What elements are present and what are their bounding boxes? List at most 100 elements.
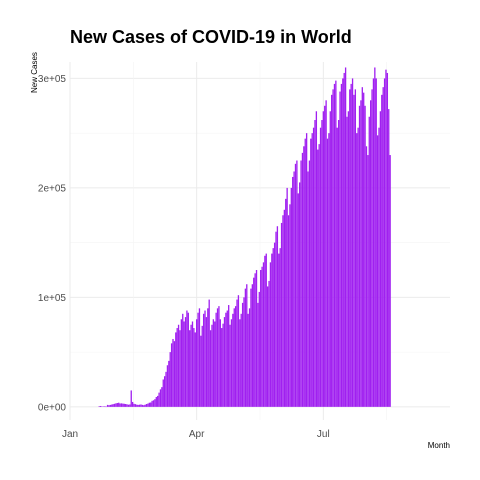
bar: [204, 310, 206, 407]
bar: [315, 111, 318, 407]
bar: [133, 403, 135, 407]
bar: [364, 105, 366, 407]
bar: [250, 288, 252, 407]
bar: [311, 133, 313, 407]
bar: [131, 401, 134, 407]
bar: [271, 253, 273, 407]
bar: [134, 404, 137, 407]
bar: [262, 262, 265, 407]
bar: [141, 404, 144, 407]
bar: [166, 365, 169, 407]
y-axis-ticks: 0e+00 1e+05 2e+05 3e+05: [38, 74, 67, 413]
bar: [221, 328, 223, 407]
bar: [360, 100, 362, 407]
bar: [194, 332, 196, 407]
bar: [280, 222, 283, 407]
bar: [300, 160, 302, 407]
bar: [241, 302, 244, 407]
bar: [229, 324, 231, 407]
bar: [310, 138, 312, 407]
bar: [165, 371, 167, 407]
bar: [304, 138, 306, 407]
bar: [122, 403, 124, 407]
bar: [207, 308, 209, 407]
bar: [215, 312, 217, 407]
bar: [126, 404, 128, 407]
bar: [282, 215, 284, 407]
bar: [191, 321, 194, 407]
bar: [248, 308, 251, 407]
bar: [307, 171, 309, 407]
bar: [144, 404, 146, 407]
bar: [389, 155, 391, 407]
bar: [201, 325, 203, 407]
bar: [370, 100, 372, 407]
bar: [346, 116, 348, 407]
bar: [172, 338, 174, 407]
bar: [326, 138, 329, 407]
bar: [372, 78, 375, 407]
bar: [140, 404, 142, 407]
bar: [108, 405, 110, 407]
bar: [261, 266, 263, 407]
bar: [308, 160, 311, 407]
bar: [223, 317, 226, 407]
bar: [358, 105, 361, 407]
bar: [226, 310, 228, 407]
bar: [120, 403, 123, 407]
bar: [368, 116, 370, 407]
bar: [247, 313, 249, 407]
bar: [285, 198, 287, 407]
bar: [347, 111, 350, 407]
bar: [119, 403, 121, 407]
bar: [232, 313, 234, 407]
bar: [228, 305, 230, 407]
bar: [331, 94, 333, 407]
bar: [251, 284, 253, 407]
bar: [383, 78, 386, 407]
bar: [158, 392, 160, 407]
bar: [216, 308, 219, 407]
bar: [161, 387, 163, 407]
bar: [317, 149, 319, 407]
bar: [230, 319, 233, 407]
bar: [170, 343, 173, 407]
bar: [255, 270, 258, 407]
bar: [336, 127, 338, 407]
bar: [196, 319, 198, 407]
bar: [279, 248, 281, 407]
bar: [269, 262, 272, 407]
bar: [351, 78, 354, 407]
bar: [225, 312, 227, 407]
bar: [175, 332, 177, 407]
x-axis-ticks: Jan Apr Jul: [62, 429, 330, 440]
bar: [182, 313, 184, 407]
bar: [208, 299, 210, 407]
bar: [236, 299, 238, 407]
bar: [180, 319, 183, 407]
bar: [371, 89, 373, 407]
bar: [329, 111, 331, 407]
bar: [151, 400, 153, 407]
y-tick-label: 3e+05: [38, 74, 67, 85]
chart-title: New Cases of COVID-19 in World: [70, 27, 352, 47]
bar: [143, 405, 145, 407]
bar: [333, 83, 336, 407]
bar: [240, 313, 242, 407]
bar: [244, 288, 247, 407]
bar: [354, 89, 357, 407]
bar: [367, 155, 369, 407]
bar: [344, 67, 347, 407]
bar: [376, 135, 379, 407]
bar: [234, 306, 237, 407]
bar: [319, 127, 322, 407]
bar: [257, 302, 259, 407]
bar: [197, 312, 199, 407]
bar: [287, 215, 290, 407]
bar: [356, 133, 358, 407]
bar: [177, 324, 180, 407]
bar: [290, 187, 292, 407]
bar: [339, 91, 341, 407]
bar: [200, 335, 202, 407]
